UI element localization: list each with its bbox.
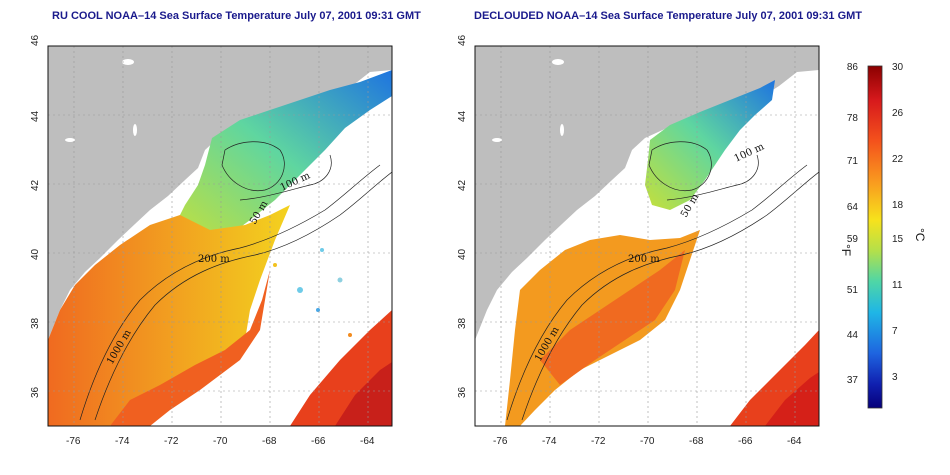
right-gom-sst (645, 80, 775, 210)
lon-tick: -76 (493, 436, 508, 447)
colorbar-gradient (867, 65, 883, 409)
f-tick: 37 (847, 375, 859, 386)
lat-tick: 44 (457, 110, 468, 122)
lat-tick: 36 (30, 386, 41, 398)
lat-tick: 46 (457, 34, 468, 46)
lat-tick: 46 (30, 34, 41, 46)
celsius-unit: °C (913, 228, 927, 242)
left-lon-ticks: -76 -74 -72 -70 -68 -66 -64 (66, 436, 375, 447)
lat-tick: 38 (30, 317, 41, 329)
c-tick: 30 (892, 62, 904, 73)
lon-tick: -74 (115, 436, 130, 447)
lon-tick: -72 (164, 436, 179, 447)
lat-tick: 38 (457, 317, 468, 329)
right-lon-ticks: -76 -74 -72 -70 -68 -66 -64 (493, 436, 802, 447)
contour-label-200m-left: 200 m (198, 254, 230, 265)
lon-tick: -64 (360, 436, 375, 447)
lon-tick: -70 (213, 436, 228, 447)
left-shelf-sst (48, 205, 290, 426)
lat-tick: 44 (30, 110, 41, 122)
left-map (47, 45, 393, 427)
left-lat-ticks: 46 44 42 40 38 36 (30, 34, 41, 398)
lon-tick: -72 (591, 436, 606, 447)
right-panel-title: DECLOUDED NOAA–14 Sea Surface Temperatur… (474, 10, 863, 22)
f-tick: 64 (847, 202, 859, 213)
lat-tick: 42 (457, 179, 468, 191)
f-tick: 44 (847, 330, 859, 341)
c-tick: 26 (892, 108, 904, 119)
lat-tick: 42 (30, 179, 41, 191)
lat-tick: 40 (457, 248, 468, 260)
fahrenheit-unit: °F (839, 244, 853, 256)
c-tick: 3 (892, 372, 898, 383)
f-tick: 78 (847, 113, 859, 124)
c-tick: 11 (892, 280, 903, 291)
lon-tick: -70 (640, 436, 655, 447)
c-tick: 7 (892, 326, 898, 337)
right-lat-ticks: 46 44 42 40 38 36 (457, 34, 468, 398)
lat-tick: 40 (30, 248, 41, 260)
lon-tick: -66 (311, 436, 326, 447)
lon-tick: -74 (542, 436, 557, 447)
lon-tick: -76 (66, 436, 81, 447)
lon-tick: -64 (787, 436, 802, 447)
colorbar: 86 78 71 64 59 51 44 37 30 26 22 18 15 1… (839, 62, 927, 409)
lon-tick: -68 (262, 436, 277, 447)
left-land (48, 46, 392, 340)
right-map (474, 45, 820, 427)
f-tick: 71 (847, 156, 859, 167)
lon-tick: -68 (689, 436, 704, 447)
contour-label-200m-right: 200 m (628, 254, 660, 265)
f-tick: 51 (847, 285, 859, 296)
c-tick: 15 (892, 234, 904, 245)
left-panel-title: RU COOL NOAA–14 Sea Surface Temperature … (52, 10, 421, 22)
lat-tick: 36 (457, 386, 468, 398)
f-tick: 86 (847, 62, 859, 73)
lon-tick: -66 (738, 436, 753, 447)
c-tick: 18 (892, 200, 904, 211)
right-land (475, 46, 819, 340)
left-warm-offshore (110, 270, 270, 426)
f-tick: 59 (847, 234, 859, 245)
c-tick: 22 (892, 154, 904, 165)
